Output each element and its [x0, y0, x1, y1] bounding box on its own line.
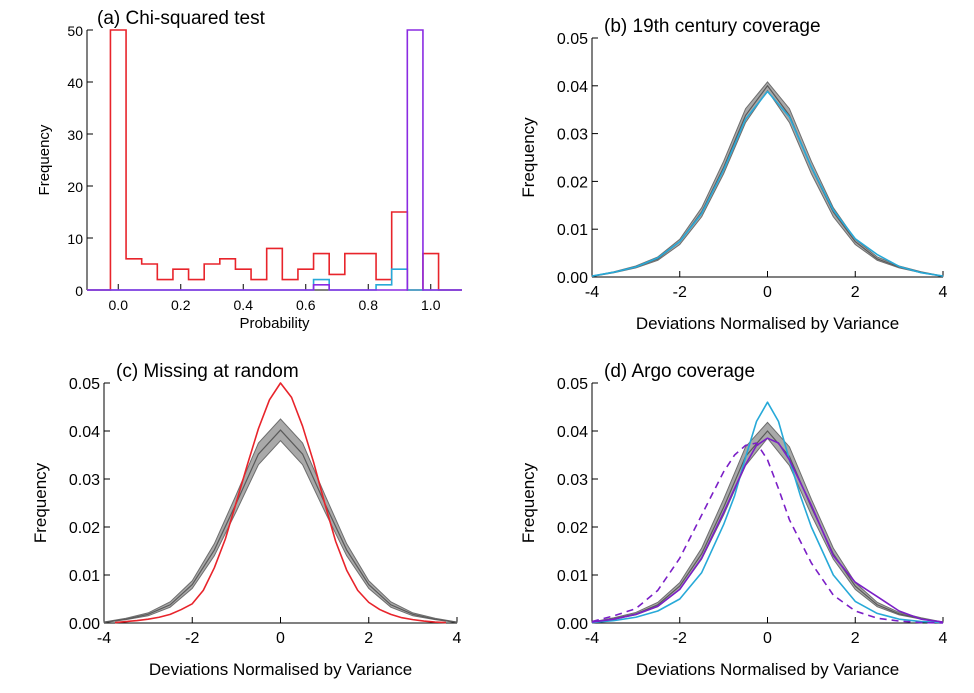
x-axis-title: Deviations Normalised by Variance [636, 314, 899, 333]
ensemble-mean-line [591, 84, 944, 277]
x-tick-label: 0 [276, 630, 285, 647]
x-tick-label: 4 [939, 284, 948, 301]
x-tick-label: 0 [763, 284, 772, 301]
x-tick-label: 2 [364, 630, 373, 647]
y-tick-label: 0.00 [69, 616, 100, 633]
y-tick-label: 0.01 [557, 222, 588, 239]
x-tick-label: 0.0 [109, 297, 129, 313]
x-axis-title: Deviations Normalised by Variance [636, 660, 899, 679]
y-tick-label: 10 [67, 231, 83, 247]
x-tick-label: 0 [763, 630, 772, 647]
panel-title: (c) Missing at random [116, 361, 299, 382]
histogram-series-2 [87, 29, 462, 291]
panel-title: (a) Chi-squared test [97, 8, 266, 29]
x-tick-label: 1.0 [421, 297, 441, 313]
panel-b-19th-century-coverage: 0.00 0.01 0.02 0.03 0.04 0.05 -4 -2 0 2 4 Deviation… [519, 16, 948, 333]
histogram-series-1 [87, 268, 462, 291]
x-tick-label: 0.4 [234, 297, 254, 313]
x-tick-label: 2 [851, 284, 860, 301]
series-line-0 [591, 90, 944, 277]
x-tick-label: 2 [851, 630, 860, 647]
ensemble-mean-line [591, 430, 944, 623]
y-tick-label: 0.00 [557, 270, 588, 287]
panel-c-missing-at-random: 0.00 0.01 0.02 0.03 0.04 0.05 -4 -2 0 2 4 Deviation… [31, 361, 462, 679]
series-line-1 [591, 437, 944, 623]
y-tick-label: 0.05 [69, 376, 100, 393]
y-tick-label: 30 [67, 127, 83, 143]
x-tick-label: 4 [453, 630, 462, 647]
y-tick-label: 0.01 [557, 568, 588, 585]
y-tick-label: 0.00 [557, 616, 588, 633]
x-tick-label: -2 [673, 630, 687, 647]
y-axis-title: Frequency [519, 462, 538, 543]
x-tick-label: 0.8 [359, 297, 379, 313]
x-axis-title: Probability [239, 315, 310, 332]
y-tick-label: 0.04 [557, 424, 588, 441]
y-tick-label: 0.04 [69, 424, 100, 441]
y-tick-label: 0.03 [557, 127, 588, 144]
panel-title: (b) 19th century coverage [604, 16, 821, 37]
x-tick-label: -4 [97, 630, 111, 647]
uncertainty-band [591, 421, 944, 624]
x-tick-label: -2 [673, 284, 687, 301]
y-tick-label: 0.04 [557, 79, 588, 96]
x-tick-label: 0.2 [171, 297, 191, 313]
y-tick-label: 40 [67, 75, 83, 91]
uncertainty-band [103, 418, 458, 624]
series-line-0 [114, 382, 447, 624]
series-line-0 [591, 401, 944, 624]
y-tick-label: 0.02 [557, 174, 588, 191]
y-tick-label: 0.01 [69, 568, 100, 585]
y-tick-label: 20 [67, 179, 83, 195]
y-axis-title: Frequency [31, 462, 50, 543]
panel-d-argo-coverage: 0.00 0.01 0.02 0.03 0.04 0.05 -4 -2 0 2 4 Deviation… [519, 361, 948, 679]
series-line-2 [591, 442, 944, 624]
panel-title: (d) Argo coverage [604, 361, 755, 382]
y-tick-label: 0.03 [69, 472, 100, 489]
panel-a-chi-squared-test: 0 10 20 30 40 50 0.0 0.2 0.4 0.6 0.8 1.0 Probability… [36, 8, 462, 332]
uncertainty-band [591, 81, 944, 278]
y-axis-title: Frequency [519, 117, 538, 198]
x-axis-title: Deviations Normalised by Variance [149, 660, 412, 679]
y-tick-label: 0.02 [69, 520, 100, 537]
y-tick-label: 0.05 [557, 31, 588, 48]
y-tick-label: 0.03 [557, 472, 588, 489]
x-tick-label: -2 [185, 630, 199, 647]
y-tick-label: 50 [67, 23, 83, 39]
x-tick-label: 4 [939, 630, 948, 647]
x-tick-label: -4 [585, 284, 599, 301]
histogram-series-0 [87, 29, 462, 291]
y-tick-label: 0.05 [557, 376, 588, 393]
ensemble-mean-line [103, 429, 458, 623]
x-tick-label: 0.6 [296, 297, 316, 313]
y-tick-label: 0.02 [557, 520, 588, 537]
y-axis-title: Frequency [36, 124, 53, 195]
y-tick-label: 0 [75, 283, 83, 299]
x-tick-label: -4 [585, 630, 599, 647]
